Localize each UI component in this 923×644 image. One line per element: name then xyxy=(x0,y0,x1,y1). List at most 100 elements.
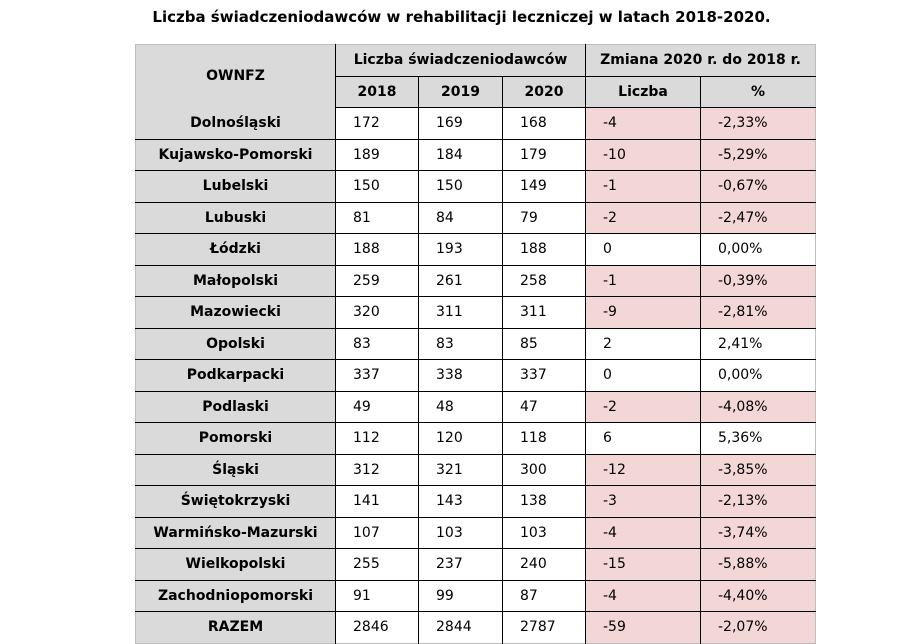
value-2019: 48 xyxy=(418,390,503,423)
region-cell: Warmińsko-Mazurski xyxy=(135,516,336,549)
change-count: -9 xyxy=(585,296,701,328)
value-2019: 150 xyxy=(418,170,503,202)
value-2019: 261 xyxy=(418,264,503,297)
value-2019: 84 xyxy=(418,201,503,234)
region-cell: Podlaski xyxy=(135,390,336,423)
change-percent: -3,74% xyxy=(700,516,816,549)
region-cell: RAZEM xyxy=(135,611,336,643)
region-cell: Podkarpacki xyxy=(135,359,336,391)
table-row: Podlaski 49 48 47 -2 -4,08% xyxy=(135,390,816,423)
region-cell: Lubelski xyxy=(135,170,336,202)
value-2019: 2844 xyxy=(418,611,503,643)
value-2020: 2787 xyxy=(502,611,586,643)
value-2018: 107 xyxy=(335,516,419,549)
header-change-percent: % xyxy=(700,75,816,108)
change-percent: -0,67% xyxy=(700,170,816,202)
value-2018: 320 xyxy=(335,296,419,328)
value-2018: 141 xyxy=(335,485,419,517)
change-percent: -4,40% xyxy=(700,579,816,612)
value-2019: 103 xyxy=(418,516,503,549)
table-row: Świętokrzyski 141 143 138 -3 -2,13% xyxy=(135,485,816,517)
value-2019: 193 xyxy=(418,233,503,265)
region-cell: Pomorski xyxy=(135,422,336,454)
change-percent: -2,47% xyxy=(700,201,816,234)
change-percent: -2,81% xyxy=(700,296,816,328)
value-2020: 47 xyxy=(502,390,586,423)
change-count: -12 xyxy=(585,453,701,486)
change-percent: 5,36% xyxy=(700,422,816,454)
table-row: Dolnośląski 172 169 168 -4 -2,33% xyxy=(135,107,816,139)
change-count: 2 xyxy=(585,327,701,360)
value-2018: 337 xyxy=(335,359,419,391)
region-cell: Świętokrzyski xyxy=(135,485,336,517)
value-2019: 83 xyxy=(418,327,503,360)
value-2018: 188 xyxy=(335,233,419,265)
header-2020: 2020 xyxy=(502,75,586,108)
providers-table: OWNFZ Liczba świadczeniodawców Zmiana 20… xyxy=(135,44,816,644)
value-2020: 79 xyxy=(502,201,586,234)
region-cell: Lubuski xyxy=(135,201,336,234)
value-2018: 49 xyxy=(335,390,419,423)
value-2019: 237 xyxy=(418,548,503,580)
value-2020: 85 xyxy=(502,327,586,360)
value-2019: 321 xyxy=(418,453,503,486)
change-percent: -0,39% xyxy=(700,264,816,297)
value-2019: 169 xyxy=(418,107,503,139)
change-percent: -5,29% xyxy=(700,138,816,171)
change-percent: -2,07% xyxy=(700,611,816,643)
value-2018: 172 xyxy=(335,107,419,139)
value-2019: 143 xyxy=(418,485,503,517)
value-2020: 179 xyxy=(502,138,586,171)
region-cell: Mazowiecki xyxy=(135,296,336,328)
table-row: RAZEM 2846 2844 2787 -59 -2,07% xyxy=(135,611,816,643)
change-count: -1 xyxy=(585,264,701,297)
change-percent: -5,88% xyxy=(700,548,816,580)
table-row: Śląski 312 321 300 -12 -3,85% xyxy=(135,453,816,486)
region-cell: Opolski xyxy=(135,327,336,360)
header-region: OWNFZ xyxy=(135,44,336,108)
value-2020: 311 xyxy=(502,296,586,328)
value-2020: 188 xyxy=(502,233,586,265)
value-2020: 149 xyxy=(502,170,586,202)
table-row: Lubuski 81 84 79 -2 -2,47% xyxy=(135,201,816,234)
value-2019: 120 xyxy=(418,422,503,454)
value-2018: 91 xyxy=(335,579,419,612)
value-2019: 338 xyxy=(418,359,503,391)
change-count: -4 xyxy=(585,579,701,612)
header-2019: 2019 xyxy=(418,75,503,108)
header-2018: 2018 xyxy=(335,75,419,108)
change-count: -2 xyxy=(585,390,701,423)
table-row: Kujawsko-Pomorski 189 184 179 -10 -5,29% xyxy=(135,138,816,171)
region-cell: Śląski xyxy=(135,453,336,486)
change-count: -3 xyxy=(585,485,701,517)
value-2020: 258 xyxy=(502,264,586,297)
value-2020: 300 xyxy=(502,453,586,486)
change-count: -15 xyxy=(585,548,701,580)
change-count: -1 xyxy=(585,170,701,202)
region-cell: Dolnośląski xyxy=(135,107,336,139)
value-2020: 118 xyxy=(502,422,586,454)
header-change-count: Liczba xyxy=(585,75,701,108)
change-count: -10 xyxy=(585,138,701,171)
value-2019: 184 xyxy=(418,138,503,171)
value-2018: 255 xyxy=(335,548,419,580)
change-percent: 2,41% xyxy=(700,327,816,360)
value-2020: 103 xyxy=(502,516,586,549)
region-cell: Zachodniopomorski xyxy=(135,579,336,612)
table-row: Podkarpacki 337 338 337 0 0,00% xyxy=(135,359,816,391)
value-2020: 138 xyxy=(502,485,586,517)
value-2018: 83 xyxy=(335,327,419,360)
change-count: 0 xyxy=(585,359,701,391)
header-providers-count: Liczba świadczeniodawców xyxy=(335,44,586,76)
change-count: -4 xyxy=(585,107,701,139)
change-percent: -2,13% xyxy=(700,485,816,517)
table-row: Zachodniopomorski 91 99 87 -4 -4,40% xyxy=(135,579,816,612)
value-2018: 189 xyxy=(335,138,419,171)
change-count: 0 xyxy=(585,233,701,265)
value-2019: 99 xyxy=(418,579,503,612)
change-count: -2 xyxy=(585,201,701,234)
change-count: -59 xyxy=(585,611,701,643)
value-2018: 2846 xyxy=(335,611,419,643)
table-row: Opolski 83 83 85 2 2,41% xyxy=(135,327,816,360)
change-percent: -4,08% xyxy=(700,390,816,423)
